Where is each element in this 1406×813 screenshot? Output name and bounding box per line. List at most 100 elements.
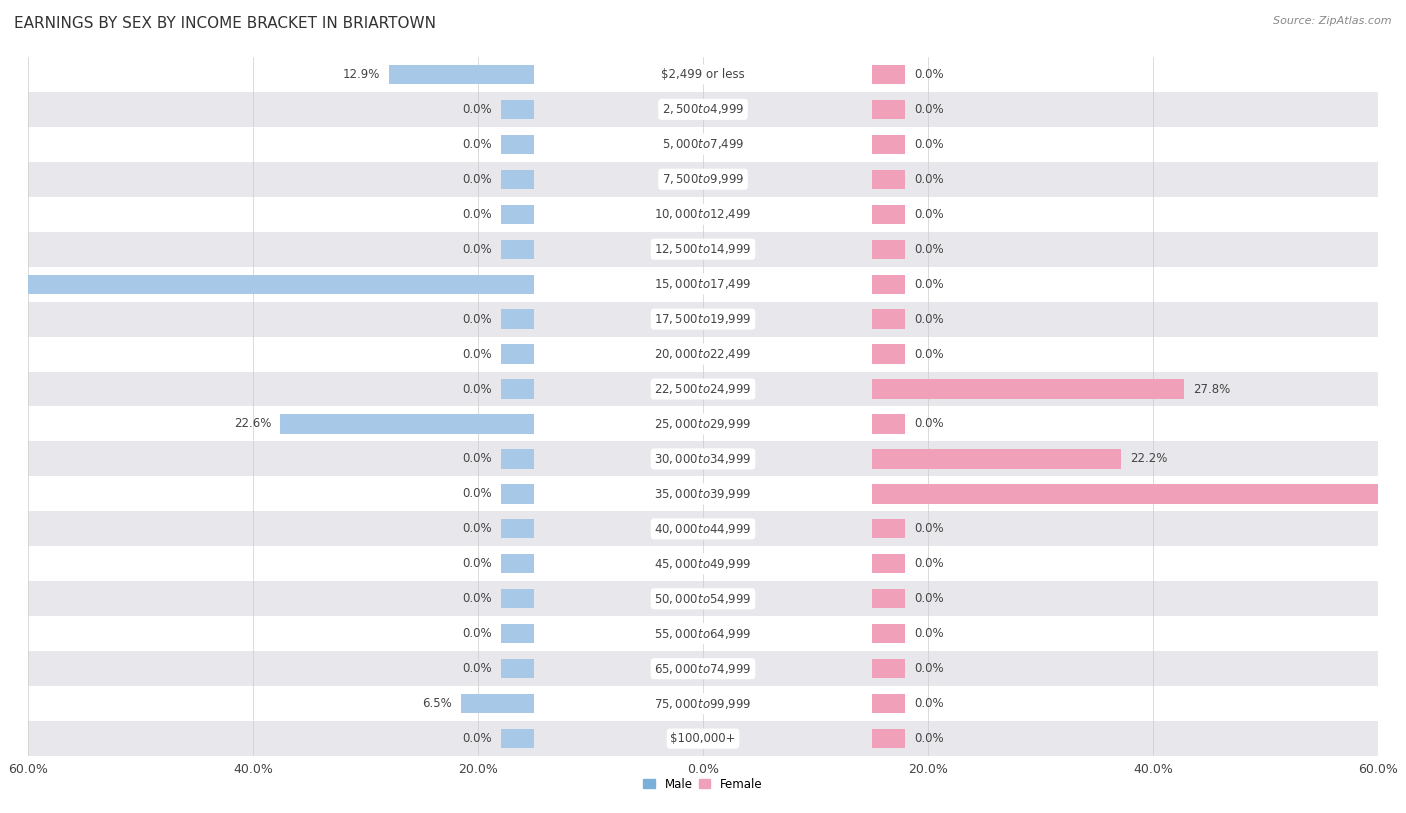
Text: 0.0%: 0.0%: [463, 593, 492, 605]
Text: EARNINGS BY SEX BY INCOME BRACKET IN BRIARTOWN: EARNINGS BY SEX BY INCOME BRACKET IN BRI…: [14, 16, 436, 31]
Text: 0.0%: 0.0%: [914, 173, 943, 185]
Text: 0.0%: 0.0%: [463, 628, 492, 640]
Text: $50,000 to $54,999: $50,000 to $54,999: [654, 592, 752, 606]
Text: 27.8%: 27.8%: [1194, 383, 1230, 395]
Text: $7,500 to $9,999: $7,500 to $9,999: [662, 172, 744, 186]
Bar: [872, 135, 905, 154]
Text: 0.0%: 0.0%: [914, 348, 943, 360]
Bar: [461, 694, 534, 713]
Text: 0.0%: 0.0%: [914, 558, 943, 570]
Text: 6.5%: 6.5%: [422, 698, 453, 710]
Text: $30,000 to $34,999: $30,000 to $34,999: [654, 452, 752, 466]
Bar: [501, 310, 534, 328]
Text: 0.0%: 0.0%: [914, 418, 943, 430]
Bar: [28, 197, 1378, 232]
Bar: [28, 92, 1378, 127]
Text: $5,000 to $7,499: $5,000 to $7,499: [662, 137, 744, 151]
Text: 0.0%: 0.0%: [463, 243, 492, 255]
Text: 0.0%: 0.0%: [914, 313, 943, 325]
Bar: [501, 659, 534, 678]
Bar: [28, 616, 1378, 651]
Text: $17,500 to $19,999: $17,500 to $19,999: [654, 312, 752, 326]
Text: 0.0%: 0.0%: [914, 243, 943, 255]
Text: $10,000 to $12,499: $10,000 to $12,499: [654, 207, 752, 221]
Text: 0.0%: 0.0%: [914, 208, 943, 220]
Text: $35,000 to $39,999: $35,000 to $39,999: [654, 487, 752, 501]
Bar: [872, 240, 905, 259]
Text: 0.0%: 0.0%: [914, 698, 943, 710]
Text: $40,000 to $44,999: $40,000 to $44,999: [654, 522, 752, 536]
Text: 0.0%: 0.0%: [914, 663, 943, 675]
Bar: [501, 135, 534, 154]
Text: $15,000 to $17,499: $15,000 to $17,499: [654, 277, 752, 291]
Bar: [872, 450, 1122, 468]
Bar: [28, 372, 1378, 406]
Bar: [28, 476, 1378, 511]
Text: 0.0%: 0.0%: [914, 138, 943, 150]
Text: 0.0%: 0.0%: [463, 453, 492, 465]
Text: 0.0%: 0.0%: [463, 488, 492, 500]
Text: 0.0%: 0.0%: [463, 523, 492, 535]
Text: 0.0%: 0.0%: [914, 103, 943, 115]
Bar: [28, 581, 1378, 616]
Text: $2,499 or less: $2,499 or less: [661, 68, 745, 80]
Bar: [872, 729, 905, 748]
Bar: [501, 170, 534, 189]
Text: 0.0%: 0.0%: [914, 733, 943, 745]
Bar: [872, 100, 905, 119]
Bar: [872, 624, 905, 643]
Text: 22.6%: 22.6%: [233, 418, 271, 430]
Bar: [28, 546, 1378, 581]
Bar: [28, 232, 1378, 267]
Text: 0.0%: 0.0%: [463, 138, 492, 150]
Bar: [28, 162, 1378, 197]
Bar: [280, 415, 534, 433]
Text: 0.0%: 0.0%: [463, 383, 492, 395]
Bar: [28, 337, 1378, 372]
Bar: [501, 240, 534, 259]
Bar: [872, 694, 905, 713]
Bar: [872, 310, 905, 328]
Text: 0.0%: 0.0%: [463, 313, 492, 325]
Bar: [872, 520, 905, 538]
Text: 0.0%: 0.0%: [463, 663, 492, 675]
Text: $20,000 to $22,499: $20,000 to $22,499: [654, 347, 752, 361]
Bar: [28, 721, 1378, 756]
Text: $75,000 to $99,999: $75,000 to $99,999: [654, 697, 752, 711]
Bar: [501, 485, 534, 503]
Bar: [501, 345, 534, 363]
Bar: [28, 651, 1378, 686]
Text: $22,500 to $24,999: $22,500 to $24,999: [654, 382, 752, 396]
Bar: [28, 686, 1378, 721]
Text: 0.0%: 0.0%: [463, 733, 492, 745]
Text: $65,000 to $74,999: $65,000 to $74,999: [654, 662, 752, 676]
Bar: [872, 380, 1184, 398]
Bar: [501, 450, 534, 468]
Legend: Male, Female: Male, Female: [638, 773, 768, 796]
Bar: [872, 485, 1406, 503]
Text: 0.0%: 0.0%: [463, 208, 492, 220]
Bar: [872, 275, 905, 293]
Bar: [501, 729, 534, 748]
Text: 0.0%: 0.0%: [914, 628, 943, 640]
Bar: [872, 415, 905, 433]
Bar: [501, 520, 534, 538]
Bar: [501, 205, 534, 224]
Text: $45,000 to $49,999: $45,000 to $49,999: [654, 557, 752, 571]
Text: 0.0%: 0.0%: [914, 278, 943, 290]
Text: $100,000+: $100,000+: [671, 733, 735, 745]
Bar: [872, 659, 905, 678]
Bar: [28, 127, 1378, 162]
Text: 0.0%: 0.0%: [463, 173, 492, 185]
Text: 0.0%: 0.0%: [914, 523, 943, 535]
Bar: [501, 100, 534, 119]
Text: $12,500 to $14,999: $12,500 to $14,999: [654, 242, 752, 256]
Text: 22.2%: 22.2%: [1130, 453, 1168, 465]
Bar: [872, 170, 905, 189]
Text: 0.0%: 0.0%: [914, 593, 943, 605]
Bar: [501, 624, 534, 643]
Text: 0.0%: 0.0%: [463, 348, 492, 360]
Text: $2,500 to $4,999: $2,500 to $4,999: [662, 102, 744, 116]
Bar: [872, 554, 905, 573]
Bar: [501, 380, 534, 398]
